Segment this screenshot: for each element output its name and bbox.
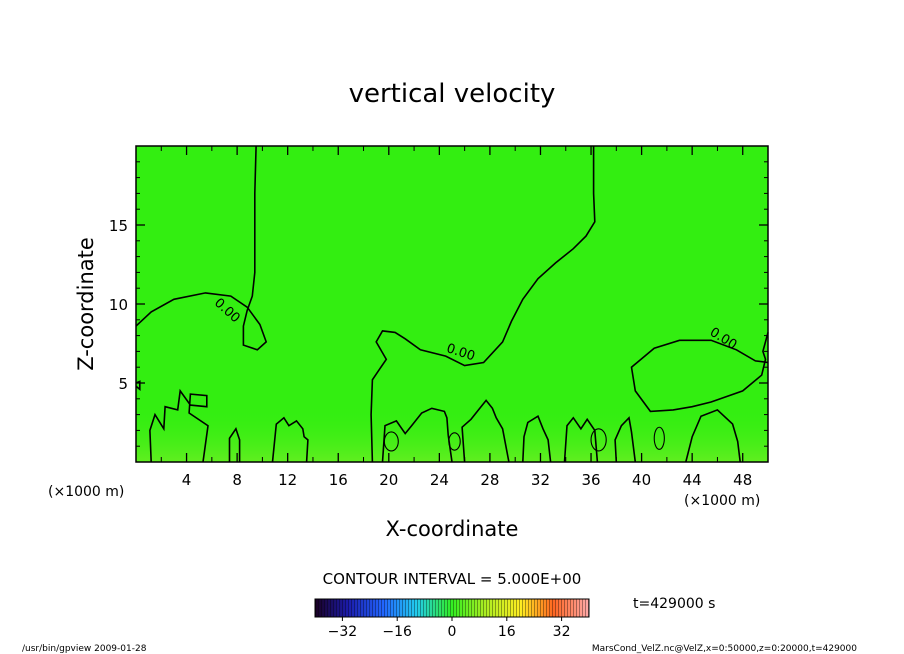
contour-zero-line — [228, 427, 241, 462]
colorbar-tick-label: 0 — [448, 624, 457, 640]
y-tick-label: 15 — [109, 217, 128, 235]
contour-zero-line — [135, 145, 268, 351]
x-axis-ticks: 4 8 12 16 20 24 28 32 36 40 44 48 — [160, 146, 752, 489]
contour-small — [383, 431, 399, 452]
contour-interval-text: CONTOUR INTERVAL = 5.000E+00 — [323, 570, 582, 588]
contour-zero-line — [135, 380, 141, 391]
chart-title: vertical velocity — [349, 79, 556, 109]
y-axis-ticks: 5 10 15 — [109, 161, 768, 447]
contour-zero-line — [271, 416, 309, 463]
x-tick-label: 32 — [531, 471, 550, 489]
y-tick-label: 5 — [118, 375, 128, 393]
contour-zero-line — [630, 332, 769, 413]
x-tick-label: 12 — [278, 471, 297, 489]
contour-lines — [135, 145, 769, 463]
contour-zero-line — [149, 388, 209, 463]
colorbar-ticks: −32 −16 0 16 32 — [328, 617, 571, 640]
colorbar-tick-label: −32 — [328, 624, 358, 640]
colorbar-tick-label: 16 — [498, 624, 516, 640]
x-tick-label: 40 — [632, 471, 651, 489]
colorbar-tick-label: −16 — [382, 624, 412, 640]
y-tick-label: 10 — [109, 296, 128, 314]
contour-small — [653, 426, 665, 450]
x-tick-label: 16 — [329, 471, 348, 489]
contour-zero-line — [685, 408, 741, 463]
x-unit-right: (×1000 m) — [684, 493, 760, 509]
contour-zero-line — [381, 407, 453, 463]
x-tick-label: 4 — [182, 471, 192, 489]
y-axis-label: Z-coordinate — [74, 237, 98, 371]
colorbar-stripes — [315, 599, 589, 617]
contour-zero-line — [370, 146, 596, 463]
time-text: t=429000 s — [633, 596, 715, 612]
x-tick-label: 24 — [430, 471, 449, 489]
x-tick-label: 8 — [232, 471, 242, 489]
x-tick-label: 28 — [480, 471, 499, 489]
contour-small — [590, 428, 607, 452]
x-tick-label: 36 — [581, 471, 600, 489]
x-tick-label: 20 — [379, 471, 398, 489]
contour-zero-line — [614, 416, 637, 463]
x-tick-label: 44 — [683, 471, 702, 489]
footer-left: /usr/bin/gpview 2009-01-28 — [22, 644, 147, 654]
x-unit-left: (×1000 m) — [48, 484, 124, 500]
contour-small — [448, 432, 461, 451]
footer-right: MarsCond_VelZ.nc@VelZ,x=0:50000,z=0:2000… — [592, 644, 857, 654]
colorbar-tick-label: 32 — [553, 624, 571, 640]
contour-zero-line — [522, 415, 552, 463]
contour-zero-line — [461, 399, 510, 463]
x-tick-label: 48 — [733, 471, 752, 489]
x-axis-label: X-coordinate — [386, 517, 519, 541]
